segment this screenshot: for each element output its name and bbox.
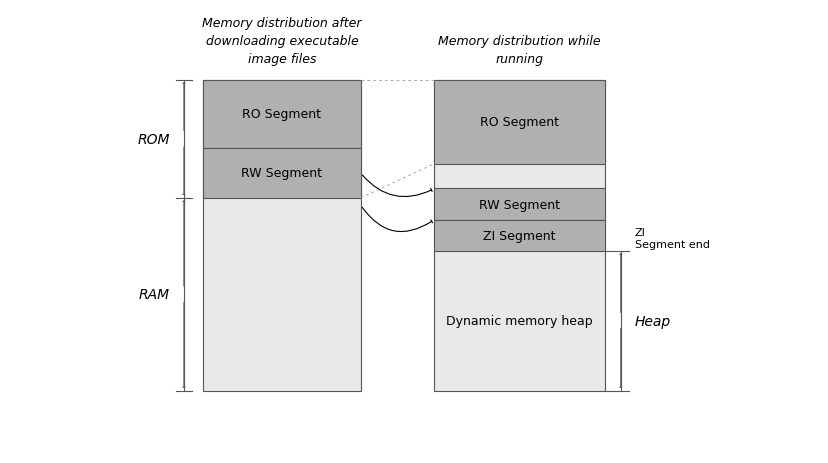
Text: RW Segment: RW Segment [479, 198, 560, 211]
Text: ROM: ROM [137, 132, 170, 146]
Text: Memory distribution while
running: Memory distribution while running [438, 35, 600, 66]
Bar [434, 81, 604, 391]
Text: ZI Segment: ZI Segment [483, 229, 556, 242]
Bar [203, 81, 360, 391]
Text: Dynamic memory heap: Dynamic memory heap [445, 314, 592, 327]
Text: RO Segment: RO Segment [242, 108, 321, 121]
Text: RW Segment: RW Segment [241, 167, 322, 180]
Bar [434, 189, 604, 220]
Bar [434, 81, 604, 164]
Text: Heap: Heap [634, 314, 671, 328]
Text: ZI
Segment end: ZI Segment end [634, 228, 709, 249]
Text: Memory distribution after
downloading executable
image files: Memory distribution after downloading ex… [202, 17, 361, 66]
Bar [203, 81, 360, 149]
Bar [203, 149, 360, 198]
Bar [434, 220, 604, 251]
Text: RO Segment: RO Segment [479, 116, 558, 129]
Text: RAM: RAM [138, 288, 170, 301]
